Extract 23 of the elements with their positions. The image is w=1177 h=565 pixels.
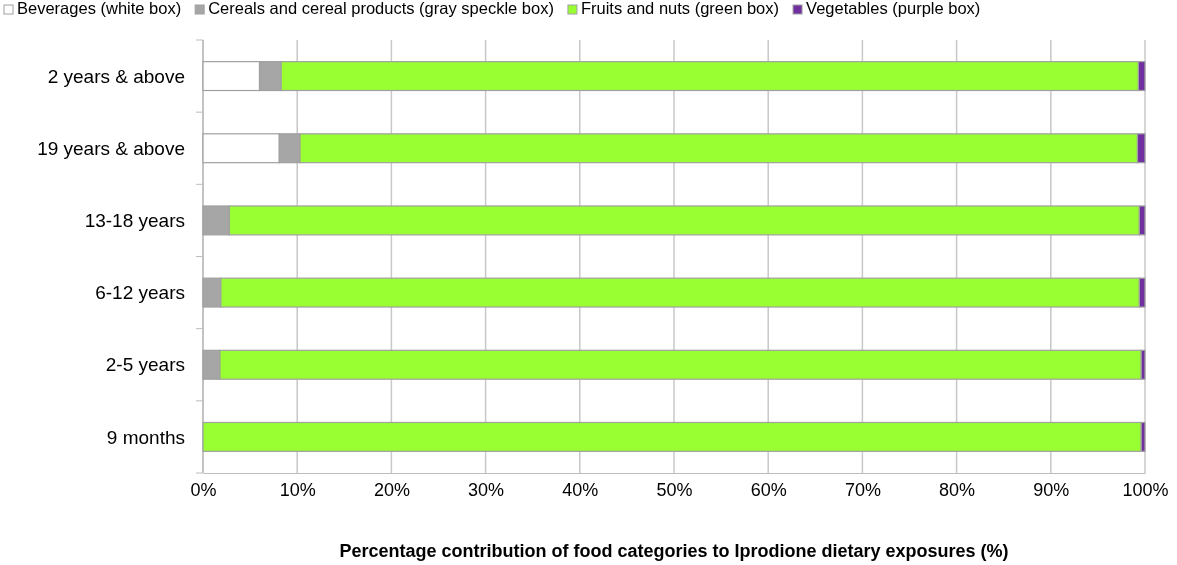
y-tick-label: 2 years & above [47, 65, 185, 87]
x-tick-label: 0% [190, 479, 217, 500]
x-tick-label: 40% [562, 479, 599, 500]
x-axis-title: Percentage contribution of food categories to Iprodione dietary exposures (%) [339, 541, 1009, 561]
x-tick-label: 50% [656, 479, 693, 500]
legend-label: Cereals and cereal products (gray speckle box) [208, 0, 554, 17]
bar [202, 421, 1142, 452]
y-tick-label: 19 years & above [37, 137, 185, 159]
legend-label: Fruits and nuts (green box) [580, 0, 780, 17]
x-tick-label: 80% [939, 479, 976, 500]
y-tick-label: 2-5 years [105, 354, 185, 376]
x-tick-label: 90% [1033, 479, 1070, 500]
x-tick-label: 70% [844, 479, 881, 500]
legend-label: Beverages (white box) [17, 0, 182, 17]
y-tick-label: 6-12 years [95, 282, 185, 304]
x-tick-label: 30% [468, 479, 505, 500]
x-tick-label: 20% [373, 479, 410, 500]
y-tick-label: 13-18 years [84, 210, 185, 232]
y-tick-label: 9 months [106, 426, 185, 448]
x-tick-label: 100% [1122, 479, 1169, 500]
x-tick-label: 60% [750, 479, 787, 500]
x-tick-label: 10% [279, 479, 316, 500]
legend-label: Vegetables (purple box) [806, 0, 981, 17]
